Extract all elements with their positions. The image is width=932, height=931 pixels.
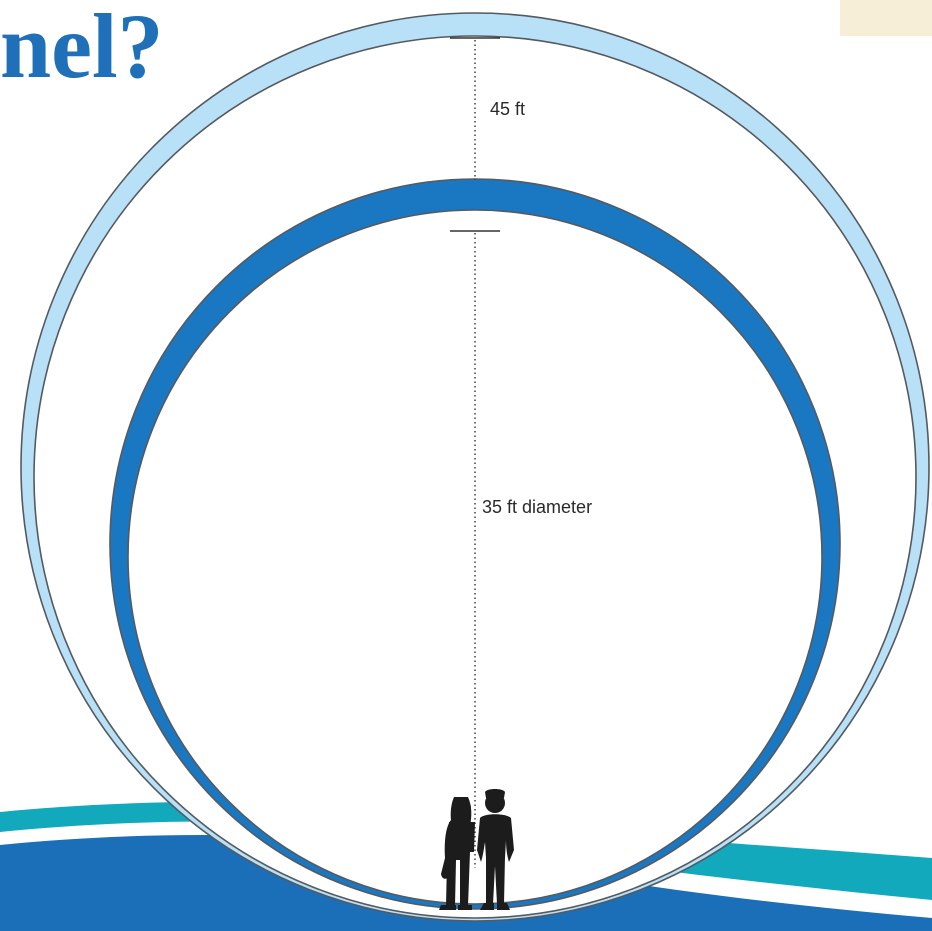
corner-decoration xyxy=(840,0,932,36)
diameter-label: 35 ft diameter xyxy=(482,497,593,517)
person-silhouette-icon xyxy=(439,797,475,910)
person-silhouette-icon xyxy=(477,789,514,910)
page-title: nel? xyxy=(0,0,164,97)
clearance-label: 45 ft xyxy=(490,99,526,119)
